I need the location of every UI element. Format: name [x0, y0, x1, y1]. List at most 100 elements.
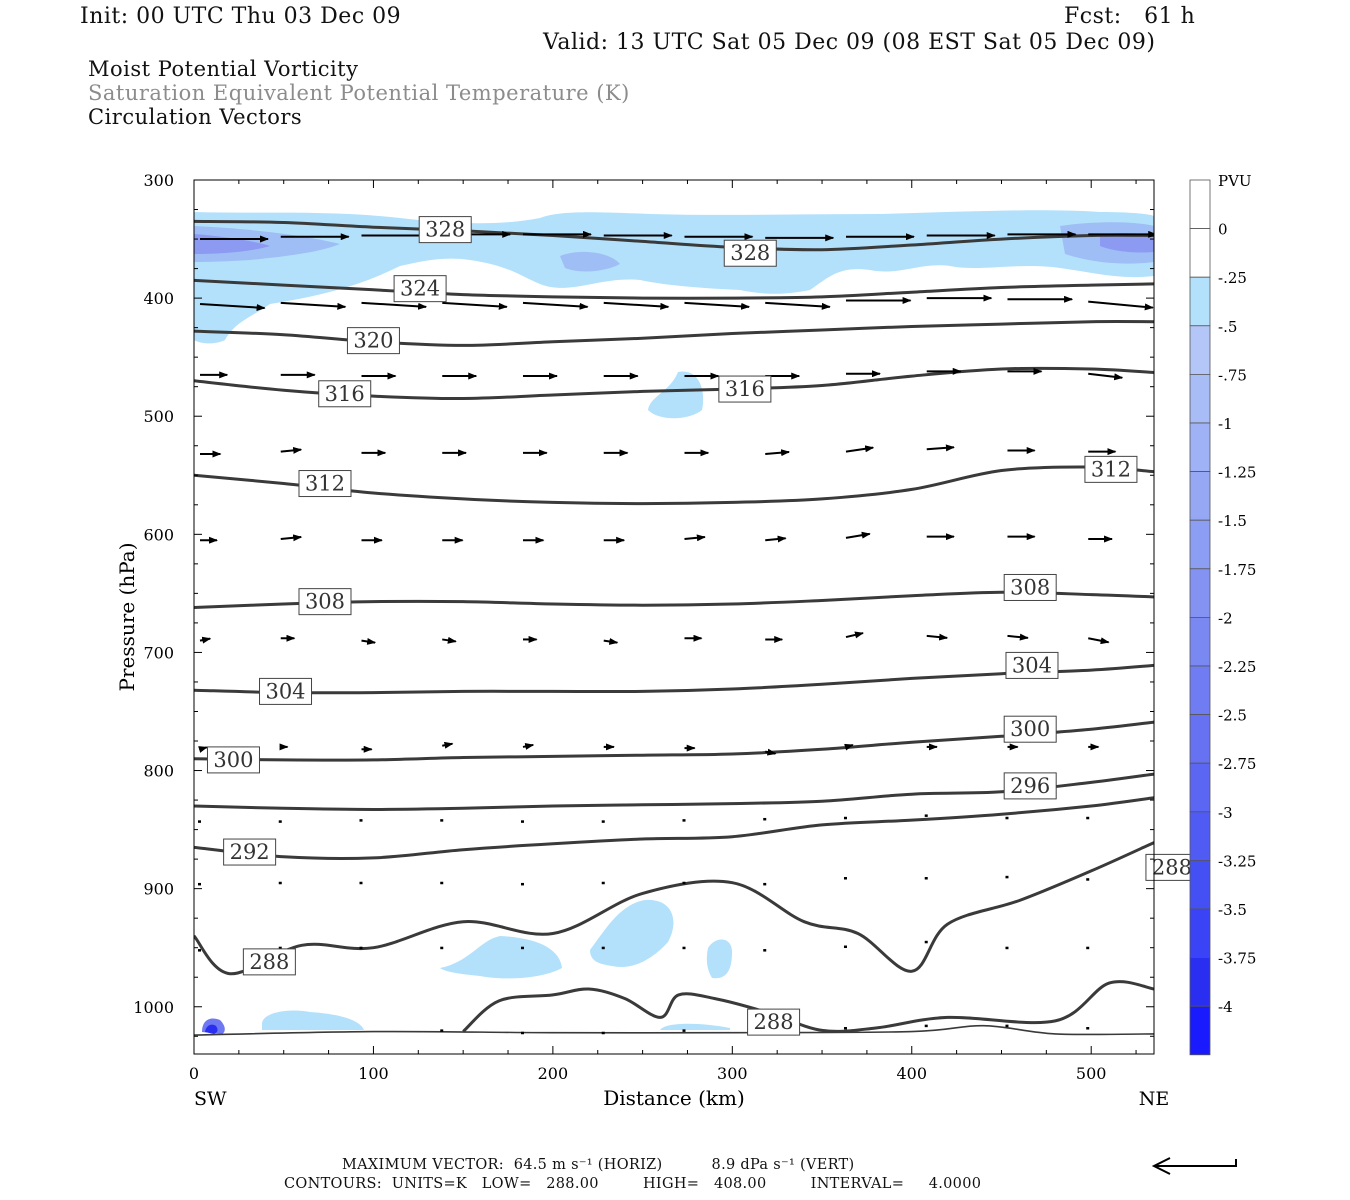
vector-arrow	[845, 631, 864, 639]
contour-label: 328	[418, 216, 472, 244]
contour-296	[194, 772, 1154, 811]
contour-label: 304	[1005, 651, 1059, 679]
vector-arrow	[1088, 637, 1110, 645]
vector-dot	[520, 946, 524, 950]
vector-dot	[520, 820, 524, 823]
svg-text:296: 296	[1010, 774, 1050, 798]
colorbar-swatch	[1189, 179, 1211, 229]
colorbar-swatch	[1189, 860, 1211, 910]
contour-label: 300	[1003, 715, 1057, 743]
reference-vector	[1151, 1157, 1237, 1175]
vector-arrow	[280, 301, 347, 310]
vector-arrow	[361, 637, 377, 645]
y-axis: 300 400 500 600 700 800 900 1000	[133, 171, 1154, 1037]
contour-label: 308	[298, 588, 352, 616]
colorbar-label: -1.25	[1218, 464, 1256, 482]
contour-labels: 328 328 324 320 316 316 312 312 308 308 304 304 300 3…	[206, 216, 1199, 1036]
contour-label: 320	[346, 327, 400, 355]
svg-text:312: 312	[1091, 457, 1131, 481]
vector-dot	[1086, 1027, 1090, 1030]
y-tick-label: 700	[143, 643, 174, 662]
vector-arrow	[442, 301, 508, 310]
vector-dot	[359, 946, 363, 950]
colorbar-swatch	[1189, 617, 1211, 667]
vector-dot	[843, 877, 847, 880]
colorbar-label: -3.5	[1218, 901, 1247, 919]
shade-blob-500	[648, 371, 704, 419]
vector-dot	[843, 1027, 847, 1030]
contour-label: 312	[298, 470, 352, 498]
x-tick-label: 100	[358, 1064, 389, 1083]
vector-arrow	[442, 741, 454, 749]
y-tick-label: 400	[143, 289, 174, 308]
vector-arrow	[199, 303, 266, 312]
contour-label: 328	[723, 239, 777, 267]
vector-dot	[198, 882, 201, 886]
vector-arrow	[765, 301, 831, 310]
contour-label: 288	[1145, 853, 1199, 881]
valid-time: Valid: 13 UTC Sat 05 Dec 09 (08 EST Sat …	[543, 30, 1156, 55]
colorbar-swatch	[1189, 422, 1211, 472]
theta-es-contours	[194, 219, 1154, 1036]
svg-text:292: 292	[230, 840, 270, 864]
colorbar-swatch	[1189, 1005, 1211, 1056]
vector-dot	[278, 820, 282, 823]
vector-dot	[440, 1029, 444, 1032]
vector-dot	[601, 1031, 605, 1035]
contour-288	[194, 841, 1154, 976]
y-tick-label: 600	[143, 525, 174, 544]
vector-dot	[763, 817, 767, 821]
svg-text:316: 316	[725, 377, 765, 401]
vector-arrow	[280, 446, 303, 454]
contour-300	[194, 720, 1154, 762]
colorbar-swatch	[1189, 471, 1211, 521]
contour-label: 304	[259, 677, 313, 705]
svg-text:320: 320	[353, 329, 393, 353]
vector-dot	[198, 820, 201, 823]
shade-surface-right	[660, 1023, 730, 1030]
vector-arrow	[684, 534, 706, 542]
contour-324	[194, 278, 1154, 300]
contour-292	[194, 796, 1154, 861]
vector-dot	[1086, 816, 1090, 820]
contour-328	[194, 219, 1154, 252]
plot-frame	[193, 179, 1155, 1055]
colorbar-swatch	[1189, 811, 1211, 861]
contours-note: CONTOURS: UNITS=K LOW= 288.00 HIGH= 408.…	[284, 1176, 982, 1192]
colorbar-swatch	[1189, 665, 1211, 715]
vector-arrow	[361, 301, 428, 310]
colorbar-label: -2.5	[1218, 707, 1247, 725]
x-tick-label: 200	[538, 1064, 569, 1083]
vector-arrow	[844, 743, 854, 751]
contour-label: 316	[318, 380, 372, 408]
svg-text:316: 316	[325, 382, 365, 406]
colorbar-label: -2.25	[1218, 658, 1256, 676]
vector-dot	[843, 816, 847, 820]
vector-dot	[682, 1029, 686, 1032]
contour-288	[462, 980, 1154, 1033]
vector-arrow	[845, 531, 871, 539]
shade-upper-core	[194, 226, 340, 262]
colorbar-label: -3.25	[1218, 852, 1256, 870]
vector-arrow	[765, 748, 777, 756]
y-tick-label: 500	[143, 407, 174, 426]
shade-blob-950	[440, 936, 562, 979]
vector-arrow	[522, 743, 535, 750]
y-tick-label: 300	[143, 171, 174, 190]
colorbar-label: 0	[1218, 221, 1228, 239]
shade-surface	[262, 1010, 364, 1030]
contour-308	[194, 590, 1154, 610]
title-mpv: Moist Potential Vorticity	[88, 57, 359, 81]
contour-label: 288	[242, 948, 296, 976]
contour-label: 324	[393, 275, 447, 303]
x-axis: 0 100 200 300 400 500	[189, 180, 1137, 1083]
max-vector-note: MAXIMUM VECTOR: 64.5 m s⁻¹ (HORIZ) 8.9 d…	[342, 1157, 855, 1173]
y-tick-label: 800	[143, 762, 174, 781]
vector-dot	[1086, 878, 1090, 881]
svg-text:308: 308	[305, 590, 345, 614]
contour-label: 316	[718, 375, 772, 403]
contour-288	[194, 1024, 1154, 1036]
colorbar-swatch	[1189, 714, 1211, 764]
contour-label: 300	[206, 746, 260, 774]
